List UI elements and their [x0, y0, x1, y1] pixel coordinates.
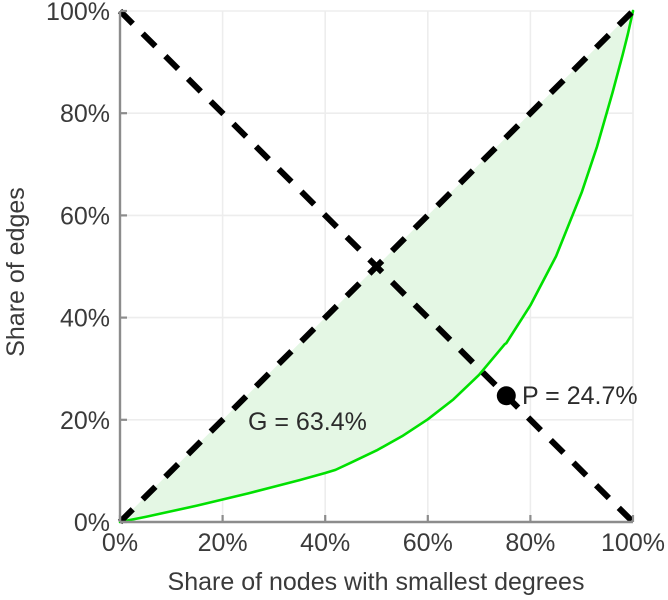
y-tick-label: 40% — [60, 305, 110, 333]
y-axis-tick-labels: 0% 20% 40% 60% 80% 100% — [46, 0, 110, 537]
lorenz-curve-line — [118, 9, 635, 524]
x-tick-label: 20% — [198, 529, 248, 557]
x-tick-label: 40% — [300, 529, 350, 557]
anti-diagonal-dashed-line — [117, 8, 636, 525]
x-tick-label: 100% — [601, 529, 665, 557]
x-tick-label: 60% — [403, 529, 453, 557]
y-tick-label: 80% — [60, 100, 110, 128]
gini-annotation-label: G = 63.4% — [248, 408, 367, 436]
x-axis-ticks — [118, 515, 635, 522]
y-tick-label: 60% — [60, 202, 110, 230]
x-tick-label: 80% — [505, 529, 555, 557]
y-tick-label: 0% — [74, 509, 110, 537]
y-tick-label: 100% — [46, 0, 110, 26]
palma-annotation-label: P = 24.7% — [522, 382, 638, 410]
y-axis-title: Share of edges — [2, 187, 30, 357]
y-axis-ticks — [120, 9, 127, 524]
x-tick-label: 0% — [102, 529, 138, 557]
x-axis-title: Share of nodes with smallest degrees — [168, 568, 585, 596]
y-tick-label: 20% — [60, 407, 110, 435]
palma-point-marker — [496, 386, 516, 406]
x-axis-tick-labels: 0% 20% 40% 60% 80% 100% — [102, 529, 665, 557]
